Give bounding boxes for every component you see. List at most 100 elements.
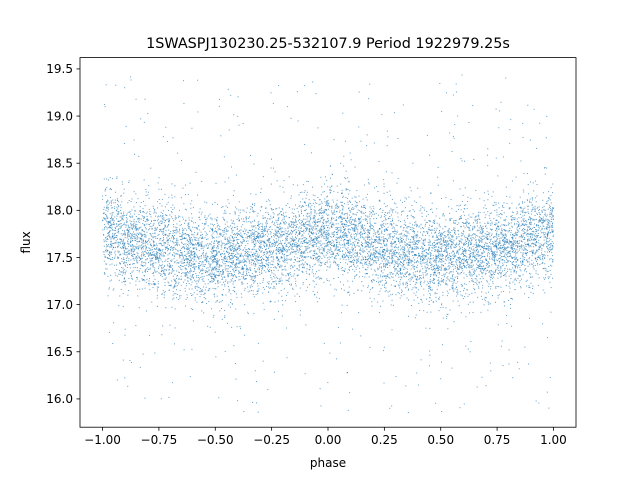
data-point (253, 296, 255, 298)
data-point (112, 242, 114, 244)
data-point (311, 227, 313, 229)
data-point (451, 275, 453, 277)
data-point (512, 244, 514, 246)
data-point (521, 229, 523, 231)
data-point (151, 257, 153, 259)
data-point (468, 214, 470, 216)
data-point (451, 208, 453, 210)
data-point (468, 239, 470, 241)
data-point (271, 283, 273, 285)
data-point (502, 238, 504, 240)
data-point (445, 241, 447, 243)
data-point (120, 207, 122, 209)
data-point (143, 230, 145, 232)
data-point (456, 251, 458, 253)
data-point (291, 236, 293, 238)
data-point (368, 251, 370, 253)
data-point (127, 211, 129, 213)
data-point (286, 239, 288, 241)
data-point (292, 218, 294, 220)
data-point (378, 233, 380, 235)
data-point (248, 261, 250, 263)
data-point (493, 251, 495, 253)
data-point (416, 276, 418, 278)
data-point (536, 257, 538, 259)
data-point (264, 229, 266, 231)
data-point (373, 207, 375, 209)
data-point (469, 281, 471, 283)
data-point (200, 270, 202, 272)
data-point (328, 256, 330, 258)
data-point (468, 240, 470, 242)
data-point (483, 262, 485, 264)
data-point (113, 220, 115, 222)
data-point (371, 259, 373, 261)
data-point (174, 262, 176, 264)
data-point (191, 217, 193, 219)
data-point (426, 284, 428, 286)
data-point (360, 254, 362, 256)
data-point (437, 166, 439, 168)
data-point (125, 265, 127, 267)
data-point (344, 228, 346, 230)
data-point (534, 210, 536, 212)
data-point (170, 211, 172, 213)
data-point (303, 263, 305, 265)
data-point (380, 267, 382, 269)
data-point (469, 273, 471, 275)
data-point (279, 243, 281, 245)
data-point (233, 250, 235, 252)
data-point (333, 231, 335, 233)
data-point (503, 228, 505, 230)
data-point (381, 226, 383, 228)
data-point (512, 217, 514, 219)
data-point (160, 188, 162, 190)
data-point (206, 238, 208, 240)
data-point (395, 268, 397, 270)
data-point (255, 271, 257, 273)
data-point (115, 228, 116, 230)
data-point (544, 263, 546, 265)
data-point (237, 253, 239, 255)
data-point (117, 245, 119, 247)
data-point (162, 228, 164, 230)
data-point (358, 312, 360, 314)
data-point (551, 221, 553, 223)
data-point (455, 291, 457, 293)
data-point (484, 222, 486, 224)
data-point (551, 247, 553, 249)
data-point (436, 208, 438, 210)
data-point (511, 225, 513, 227)
data-point (299, 255, 301, 257)
data-point (339, 209, 341, 211)
data-point (222, 253, 224, 255)
data-point (454, 227, 456, 229)
data-point (549, 212, 551, 214)
data-point (109, 221, 111, 223)
data-point (509, 255, 511, 257)
data-point (344, 232, 346, 234)
data-point (310, 231, 312, 233)
data-point (118, 273, 120, 275)
data-point (432, 236, 434, 238)
data-point (220, 256, 222, 258)
data-point (350, 251, 352, 253)
data-point (345, 243, 347, 245)
data-point (309, 220, 311, 222)
data-point (166, 226, 168, 228)
data-point (242, 269, 244, 271)
data-point (432, 235, 434, 237)
data-point (503, 202, 505, 204)
data-point (391, 259, 393, 261)
data-point (429, 257, 431, 259)
data-point (547, 270, 549, 272)
data-point (145, 244, 147, 246)
data-point (243, 261, 245, 263)
data-point (320, 244, 322, 246)
data-point (176, 253, 178, 255)
data-point (310, 225, 312, 227)
data-point (433, 274, 435, 276)
data-point (533, 246, 535, 248)
data-point (402, 104, 404, 106)
data-point (340, 312, 342, 314)
